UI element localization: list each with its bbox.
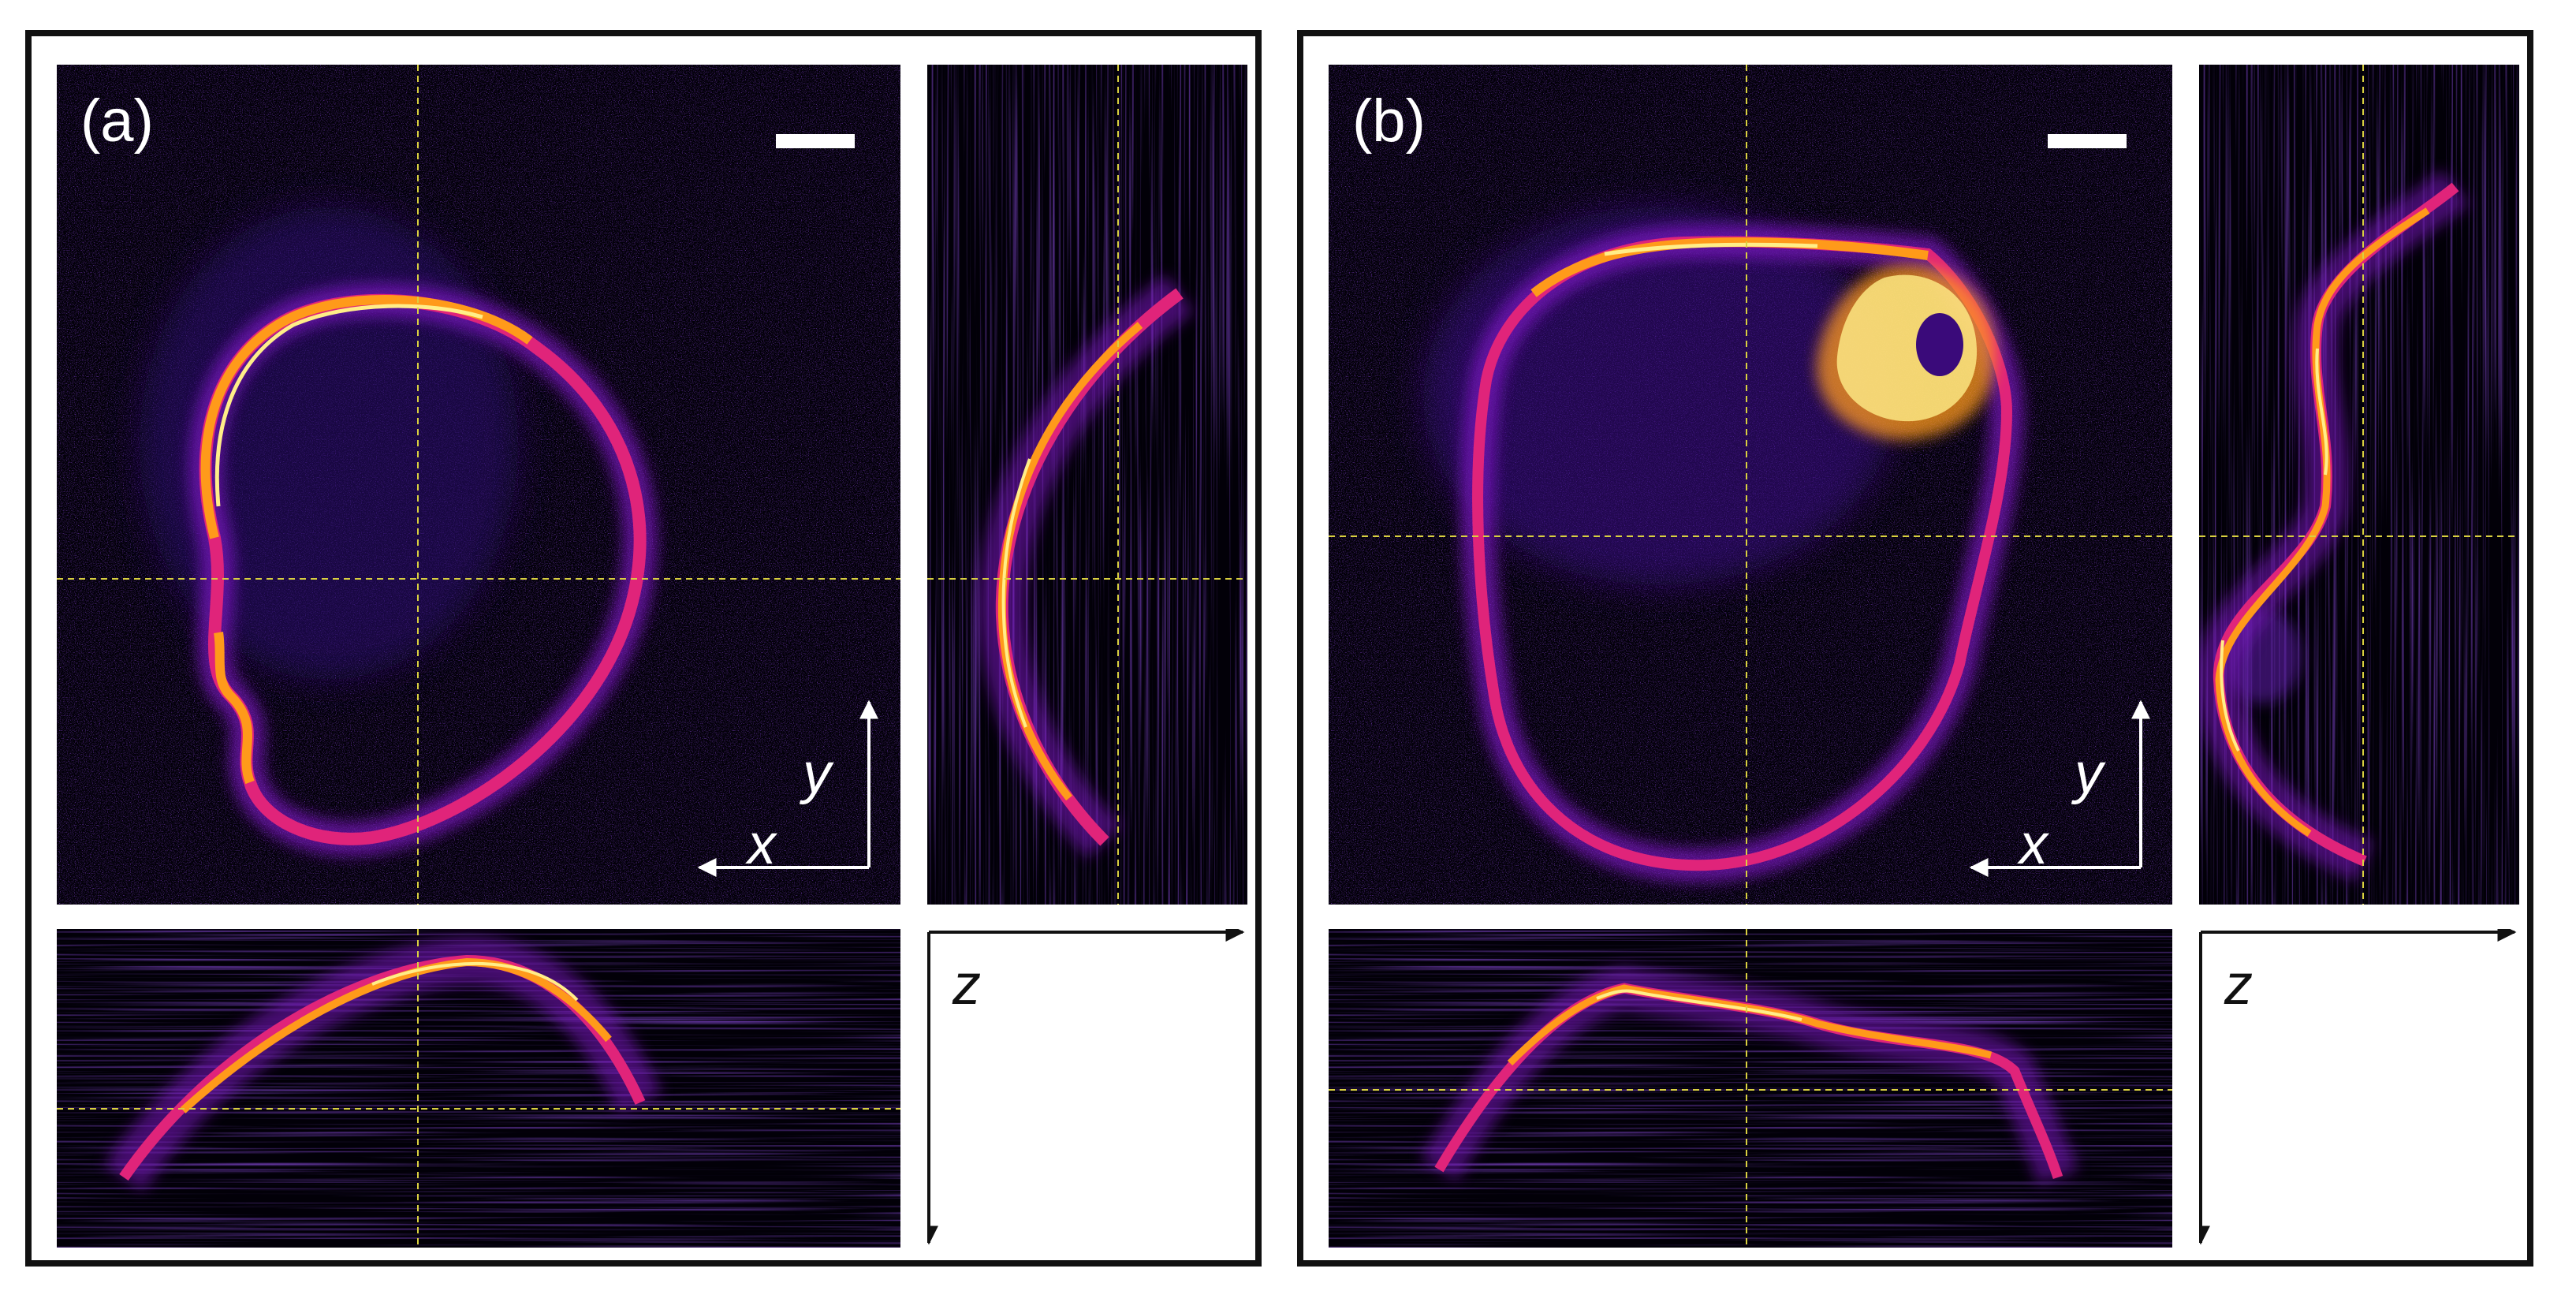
z-axis-arrows-icon bbox=[2199, 929, 2517, 1245]
z-axis-label: z bbox=[952, 953, 981, 1017]
coordinate-axes-icon bbox=[1969, 699, 2150, 877]
coordinate-axes-icon bbox=[697, 699, 878, 877]
yz-section-image bbox=[2199, 65, 2519, 905]
xz-section-image bbox=[57, 929, 900, 1248]
figure-panel-a: (a) x y z bbox=[25, 30, 1262, 1267]
figure-panel-b: (b) x y z bbox=[1297, 30, 2533, 1267]
xy-section-image bbox=[57, 65, 900, 905]
yz-section-image bbox=[927, 65, 1247, 905]
xy-section-image bbox=[1329, 65, 2172, 905]
z-axis-label: z bbox=[2224, 953, 2253, 1017]
xz-section-image bbox=[1329, 929, 2172, 1248]
z-axis-arrows-icon bbox=[927, 929, 1245, 1245]
